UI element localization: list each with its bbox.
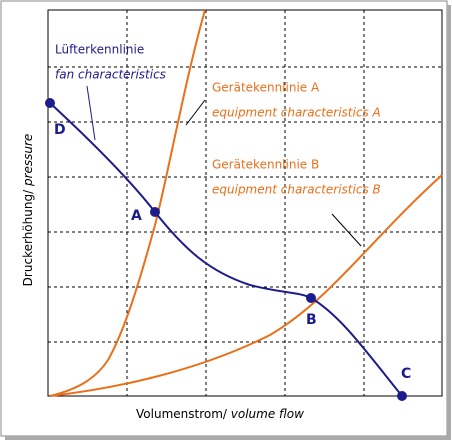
point <box>397 391 407 401</box>
curve-label: Lüfterkennlinie <box>55 43 144 57</box>
grid <box>48 10 442 396</box>
equipment-curve-b <box>49 174 443 397</box>
axis-label-text: pressure <box>21 134 35 187</box>
equipment-curve-a <box>49 9 206 397</box>
axis-label-text: Volumenstrom/ <box>136 407 228 421</box>
x-axis-label: Volumenstrom/ volume flow <box>136 407 304 421</box>
y-axis-label: Druckerhöhung/ pressure <box>21 134 35 287</box>
curve-label: equipment characteristics A <box>212 106 381 120</box>
leader <box>185 99 206 126</box>
leader <box>331 213 362 247</box>
plot-border <box>47 9 443 397</box>
curve-label: equipment characteristics B <box>212 183 381 197</box>
curve-label: fan characteristics <box>55 68 166 82</box>
fan-curve <box>49 102 403 397</box>
axis-label-text: volume flow <box>231 407 304 421</box>
point <box>150 207 160 217</box>
point-label: D <box>54 122 66 138</box>
leader <box>86 85 96 141</box>
curve-label: Gerätekennlinie B <box>212 158 319 172</box>
point <box>306 293 316 303</box>
axis-label-text: Druckerhöhung/ <box>21 189 35 286</box>
shadow <box>447 5 451 439</box>
curve-label: Gerätekennlinie A <box>212 81 320 95</box>
point-label: C <box>401 366 411 382</box>
point-label: A <box>131 208 142 224</box>
point-label: B <box>306 312 317 328</box>
shadow <box>5 436 451 440</box>
point <box>45 98 55 108</box>
